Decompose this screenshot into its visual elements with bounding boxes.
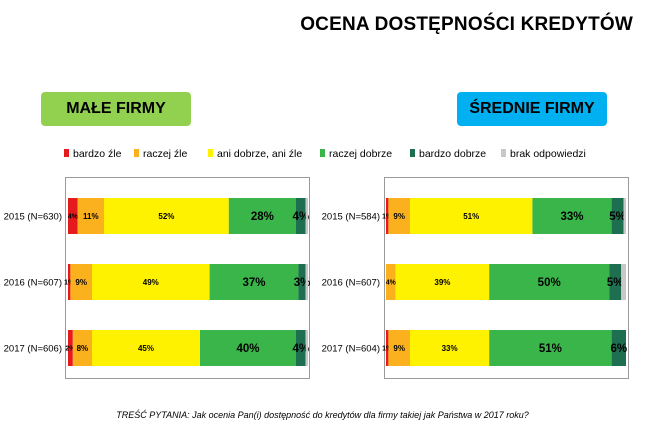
chart-medium-firms-svg: 2015 (N=584) 1% 9% 51% 33% 5%2016 (N=607) 4% 39… (322, 198, 627, 366)
legend-swatch-icon (320, 149, 325, 157)
data-label: 39% (434, 278, 450, 287)
bar-segment (92, 330, 200, 366)
category-label: 2017 (N=606) (4, 344, 62, 355)
chart-frame-medium (384, 177, 629, 379)
category-label: 2016 (N=607) (322, 278, 380, 289)
bar-segment (388, 198, 410, 234)
legend-swatch-icon (501, 149, 506, 157)
bar-segment (621, 264, 626, 300)
category-label: 2015 (N=630) (4, 212, 62, 223)
data-label: 4% (386, 280, 397, 287)
bar-segment (68, 264, 71, 300)
bar-segment (70, 264, 92, 300)
bar-segment (305, 264, 308, 300)
group-label-medium-firms: ŚREDNIE FIRMY (457, 92, 607, 126)
data-label: 1% (382, 346, 393, 353)
legend-label: raczej źle (143, 148, 188, 160)
chart-frame-small (65, 177, 310, 379)
bar-segment (609, 264, 622, 300)
bar-segment (305, 198, 308, 234)
data-label: 9% (75, 278, 87, 287)
bar-segment (296, 198, 306, 234)
data-label: 5% (609, 211, 626, 223)
legend-swatch-icon (134, 149, 139, 157)
legend-item-bardzo-dobrze: bardzo dobrze (410, 148, 486, 160)
legend-swatch-icon (410, 149, 415, 157)
bar-segment (68, 198, 78, 234)
data-label: 4% (68, 214, 79, 221)
legend-label: raczej dobrze (329, 148, 393, 160)
category-label: 2015 (N=584) (322, 212, 380, 223)
bar-segment (386, 264, 396, 300)
legend-label: ani dobrze, ani źle (217, 148, 303, 160)
data-label: 49% (143, 278, 159, 287)
data-label: 11% (83, 212, 99, 221)
data-label: 4% (292, 211, 309, 223)
legend-item-brak-odpowiedzi: brak odpowiedzi (501, 148, 586, 160)
data-label: 5% (607, 277, 624, 289)
bar-segment (298, 264, 306, 300)
legend-item-raczej-zle: raczej źle (134, 148, 187, 160)
data-label: 9% (393, 212, 405, 221)
chart-small-firms-svg: 2015 (N=630) 4% 11% 52% 28% 4% 2016 (N=607) 1% 9… (4, 198, 310, 366)
legend-item-bardzo-zle: bardzo źle (64, 148, 121, 160)
legend-label: brak odpowiedzi (510, 148, 586, 160)
question-footnote: TREŚĆ PYTANIA: Jak ocenia Pan(i) dostępn… (116, 410, 529, 420)
data-label: 52% (158, 212, 174, 221)
bar-segment (209, 264, 299, 300)
data-label: 50% (538, 277, 561, 289)
category-label: 2017 (N=604) (322, 344, 380, 355)
bar-segment (410, 198, 533, 234)
bar-segment (489, 330, 612, 366)
data-label: 45% (138, 344, 154, 353)
legend-label: bardzo dobrze (419, 148, 487, 160)
category-label: 2016 (N=607) (4, 278, 62, 289)
legend-swatch-icon (64, 149, 69, 157)
data-label: 4% (292, 343, 309, 355)
bar-segment (77, 198, 104, 234)
legend-swatch-icon (208, 149, 213, 157)
bar-segment (611, 198, 624, 234)
bar-segment (386, 330, 389, 366)
bar-segment (611, 330, 626, 366)
legend-item-raczej-dobrze: raczej dobrze (320, 148, 392, 160)
chart-small-firms: 2015 (N=630) 4% 11% 52% 28% 4% 2016 (N=607) 1% 9… (0, 180, 320, 375)
legend-label: bardzo źle (73, 148, 122, 160)
chart-medium-firms: 2015 (N=584) 1% 9% 51% 33% 5% 2016 (N=607) 4% 39… (318, 180, 638, 375)
bar-segment (296, 330, 306, 366)
bar-segment (489, 264, 610, 300)
bar-segment (104, 198, 229, 234)
bar-segment (623, 198, 626, 234)
bar-segment (386, 198, 389, 234)
bar-segment (92, 264, 210, 300)
data-label: 1% (382, 214, 393, 221)
bar-segment (68, 330, 73, 366)
bar-segment (228, 198, 296, 234)
data-label: 8% (77, 344, 89, 353)
bar-segment (395, 264, 490, 300)
data-label: 51% (463, 212, 479, 221)
bar-segment (200, 330, 296, 366)
data-label: 6% (610, 343, 627, 355)
page-title: OCENA DOSTĘPNOŚCI KREDYTÓW (300, 14, 633, 35)
data-label: 33% (560, 211, 583, 223)
data-label: 9% (393, 344, 405, 353)
data-label: 2% (65, 346, 76, 353)
data-label: 51% (539, 343, 562, 355)
data-label: 37% (242, 277, 265, 289)
bar-segment (388, 330, 410, 366)
data-label: 40% (236, 343, 259, 355)
bar-segment (305, 330, 308, 366)
bar-segment (532, 198, 612, 234)
group-label-small-firms: MAŁE FIRMY (41, 92, 191, 126)
bar-segment (410, 330, 490, 366)
data-label: 28% (251, 211, 274, 223)
bar-segment (72, 330, 92, 366)
data-label: 1% (64, 280, 75, 287)
data-label: 33% (442, 344, 458, 353)
legend-item-ani-ani: ani dobrze, ani źle (208, 148, 302, 160)
